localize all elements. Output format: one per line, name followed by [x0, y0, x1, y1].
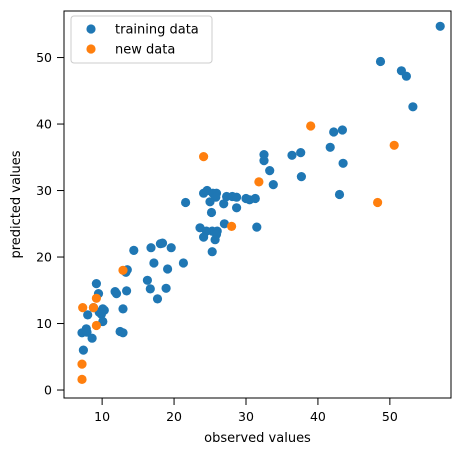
training-data-point: [145, 284, 155, 294]
legend: training data new data: [70, 15, 213, 64]
training-data-point: [219, 219, 229, 229]
y-tick-label: 50: [36, 50, 52, 65]
new-data-point: [78, 303, 88, 313]
axes-layer: 10 20 30 40 50 0 10 20 30 40 50: [36, 50, 398, 424]
training-data-point: [287, 150, 297, 160]
training-data-point: [122, 286, 132, 296]
training-data-point: [178, 258, 188, 268]
legend-label: new data: [115, 43, 175, 58]
training-data-point: [118, 328, 128, 338]
training-data-point: [163, 264, 173, 274]
training-data-point: [329, 127, 339, 137]
legend-box: [70, 15, 213, 64]
training-data-point: [435, 21, 445, 31]
points-layer: [77, 21, 445, 384]
y-tick-label: 40: [36, 117, 52, 132]
training-data-point: [408, 102, 418, 112]
training-data-point: [149, 258, 159, 268]
training-data-point: [129, 245, 139, 255]
y-tick-label: 0: [44, 383, 52, 398]
plot-frame: [63, 10, 452, 399]
x-tick-label: 50: [382, 409, 398, 424]
legend-items: training data new data: [86, 23, 199, 58]
new-data-point: [88, 303, 99, 313]
new-data-point: [118, 265, 128, 275]
new-data-point: [77, 374, 87, 384]
training-data-point: [401, 71, 411, 81]
x-tick-label: 30: [238, 409, 254, 424]
training-data-point: [259, 156, 269, 166]
training-data-point: [232, 203, 242, 213]
y-tick-label: 10: [36, 316, 52, 331]
training-data-point: [250, 193, 260, 204]
new-data-point: [227, 221, 237, 231]
training-data-point: [210, 235, 220, 245]
training-data-point: [375, 56, 386, 67]
training-data-point: [152, 294, 163, 304]
new-data-point: [77, 359, 87, 369]
new-data-point: [91, 293, 101, 303]
training-data-point: [146, 243, 156, 253]
training-data-point: [265, 166, 275, 176]
training-data-point: [181, 197, 191, 208]
training-data-point: [161, 283, 171, 293]
training-data-point: [91, 279, 101, 289]
training-data-point: [96, 309, 106, 319]
new-data-point: [254, 177, 264, 187]
training-data-point: [206, 207, 217, 218]
training-data-point: [219, 199, 229, 209]
training-data-point: [337, 125, 347, 135]
training-data-point: [232, 192, 242, 202]
training-data-point: [205, 197, 215, 207]
training-data-point: [296, 148, 306, 158]
training-data-point: [142, 275, 152, 285]
new-data-point: [91, 320, 101, 331]
training-data-point: [166, 243, 176, 253]
training-data-point: [118, 304, 128, 314]
x-tick-label: 40: [310, 409, 326, 424]
legend-label: training data: [115, 23, 199, 38]
y-axis-label: predicted values: [9, 150, 24, 258]
training-data-point: [82, 327, 92, 337]
training-data-point: [83, 310, 93, 320]
training-data-point: [338, 158, 348, 168]
training-data-point: [87, 333, 97, 343]
new-data-point: [199, 152, 209, 162]
new-data-point: [389, 140, 399, 150]
training-data-point: [296, 172, 306, 182]
training-data-point: [111, 289, 122, 299]
y-tick-label: 30: [36, 183, 52, 198]
training-data-point: [252, 222, 262, 232]
x-axis-label: observed values: [204, 431, 311, 446]
x-tick-label: 10: [94, 409, 110, 424]
legend-marker: [86, 24, 96, 34]
x-tick-label: 20: [166, 409, 182, 424]
training-data-point: [334, 189, 345, 200]
training-data-point: [157, 238, 168, 248]
training-data-point: [325, 142, 335, 152]
new-data-point: [306, 121, 316, 131]
training-data-point: [199, 232, 209, 242]
new-data-point: [373, 197, 383, 208]
legend-marker: [86, 44, 96, 54]
y-tick-label: 20: [36, 250, 52, 265]
training-data-point: [268, 180, 278, 190]
training-data-point: [78, 345, 88, 355]
training-data-point: [207, 247, 217, 257]
